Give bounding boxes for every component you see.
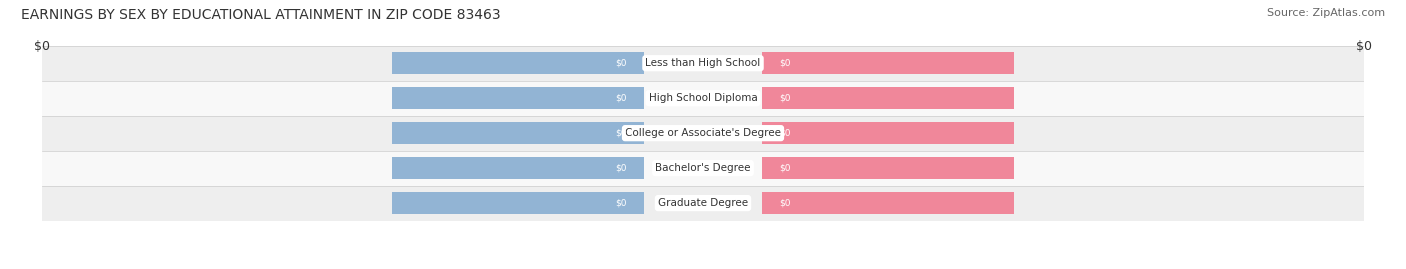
Bar <box>762 52 1014 74</box>
Text: Graduate Degree: Graduate Degree <box>658 198 748 208</box>
Text: $0: $0 <box>616 94 627 103</box>
Bar <box>42 151 1364 186</box>
Text: $0: $0 <box>779 199 790 208</box>
Text: $0: $0 <box>779 59 790 68</box>
Text: $0: $0 <box>1355 41 1372 54</box>
Bar <box>762 87 1014 109</box>
Bar <box>42 81 1364 116</box>
Text: Bachelor's Degree: Bachelor's Degree <box>655 163 751 173</box>
Text: $0: $0 <box>779 164 790 173</box>
Text: Less than High School: Less than High School <box>645 58 761 68</box>
Bar <box>762 192 1014 214</box>
Text: $0: $0 <box>616 199 627 208</box>
Text: High School Diploma: High School Diploma <box>648 93 758 103</box>
Text: $0: $0 <box>616 59 627 68</box>
Text: $0: $0 <box>34 41 51 54</box>
Text: $0: $0 <box>616 129 627 138</box>
Bar <box>392 52 644 74</box>
Text: $0: $0 <box>779 129 790 138</box>
Text: Source: ZipAtlas.com: Source: ZipAtlas.com <box>1267 8 1385 18</box>
Bar <box>392 192 644 214</box>
Bar <box>42 116 1364 151</box>
Text: College or Associate's Degree: College or Associate's Degree <box>626 128 780 138</box>
Bar <box>392 87 644 109</box>
Bar <box>762 157 1014 179</box>
Bar <box>42 186 1364 221</box>
Bar <box>42 46 1364 81</box>
Text: $0: $0 <box>616 164 627 173</box>
Text: $0: $0 <box>779 94 790 103</box>
Bar <box>392 157 644 179</box>
Bar <box>392 122 644 144</box>
Text: EARNINGS BY SEX BY EDUCATIONAL ATTAINMENT IN ZIP CODE 83463: EARNINGS BY SEX BY EDUCATIONAL ATTAINMEN… <box>21 8 501 22</box>
Bar <box>762 122 1014 144</box>
